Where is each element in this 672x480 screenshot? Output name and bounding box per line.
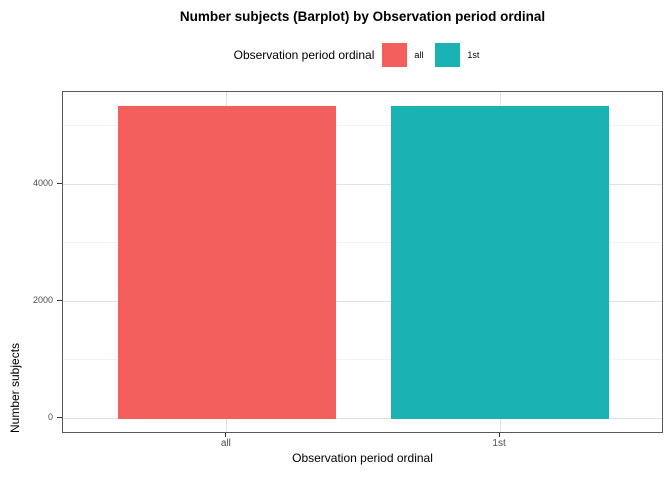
legend-entry-1st: 1st [435,43,491,67]
y-axis-tick [57,182,62,184]
legend: Observation period ordinal all 1st [62,42,663,68]
y-axis-tick [57,299,62,301]
gridline-major [63,300,662,302]
y-axis-title: Number subjects [8,342,22,433]
plot-panel [62,91,663,433]
y-tick-label: 4000 [32,177,53,188]
bar-all [117,105,337,419]
bar-1st [390,105,610,419]
x-axis-title: Observation period ordinal [292,451,433,465]
legend-swatch-all [382,43,408,67]
legend-title: Observation period ordinal [233,48,375,62]
gridline-major [63,418,662,420]
gridline-major [63,183,662,185]
x-tick-label: all [220,438,231,449]
legend-swatch-1st [435,43,461,67]
y-tick-label: 2000 [32,294,53,305]
gridline-minor [63,359,662,361]
x-tick-label: 1st [492,438,506,449]
y-tick-label: 0 [47,412,53,423]
legend-entry-label: 1st [467,50,480,60]
x-axis-tick [498,433,500,437]
x-axis-tick [225,433,227,437]
gridline-minor [63,242,662,244]
legend-entry-all: all [382,43,435,67]
chart-title: Number subjects (Barplot) by Observation… [179,9,546,24]
gridline-minor [63,124,662,126]
legend-entry-label: all [414,50,424,60]
y-axis-tick [57,417,62,419]
